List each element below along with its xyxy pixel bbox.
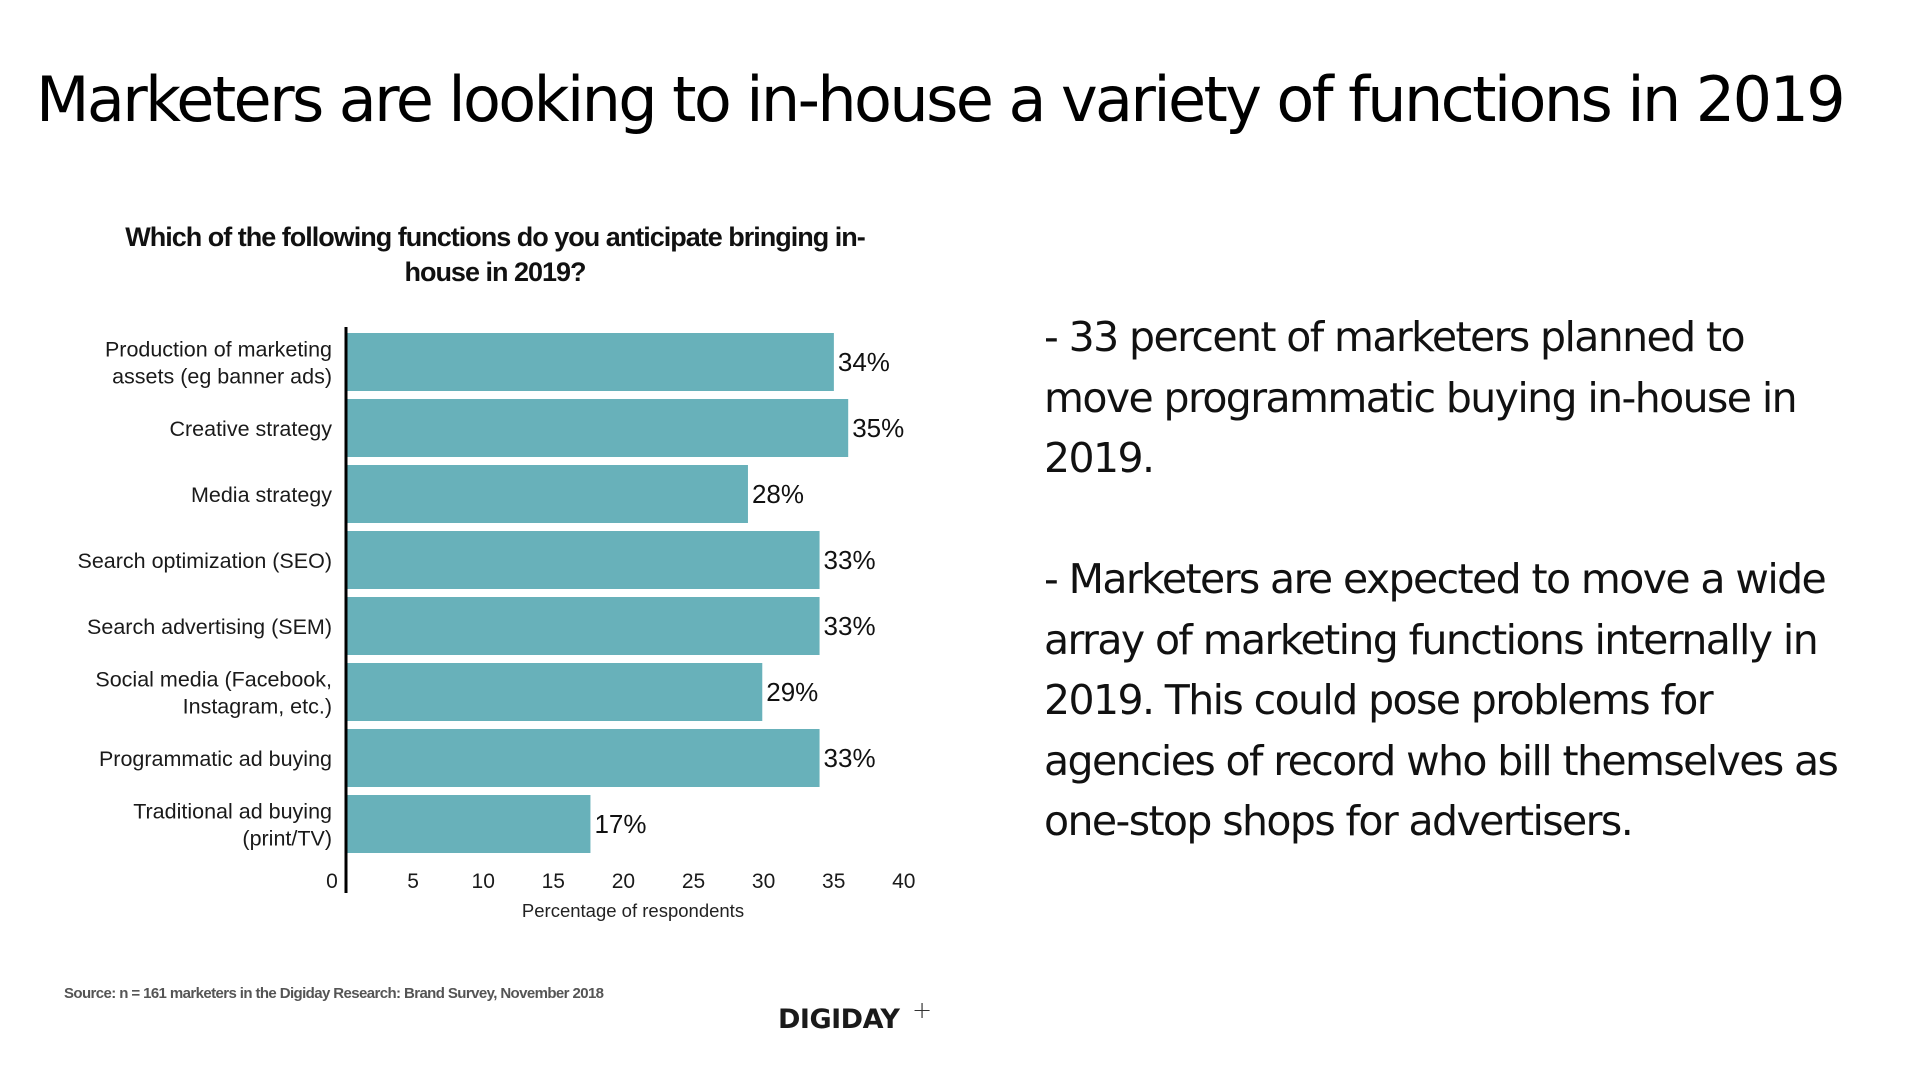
x-axis-title: Percentage of respondents: [522, 900, 744, 921]
chart-title-line-1: Which of the following functions do you …: [125, 222, 865, 252]
bar: [347, 465, 748, 523]
x-tick-label: 25: [682, 870, 705, 893]
bar: [347, 333, 834, 391]
x-tick-label: 30: [752, 870, 775, 893]
bar: [347, 663, 763, 721]
bars-group: [347, 333, 849, 853]
chart-title-line-2: house in 2019?: [404, 257, 586, 287]
category-label: Traditional ad buying: [133, 800, 332, 824]
value-label: 33%: [824, 611, 876, 641]
bar: [347, 597, 820, 655]
category-label: Programmatic ad buying: [99, 747, 332, 771]
bar: [347, 399, 849, 457]
category-label: Production of marketing: [105, 338, 332, 362]
x-tick-label: 15: [542, 870, 565, 893]
value-label: 28%: [752, 479, 804, 509]
value-label: 33%: [824, 743, 876, 773]
chart-title: Which of the following functions do you …: [70, 220, 920, 290]
bar: [347, 531, 820, 589]
page-title: Marketers are looking to in-house a vari…: [36, 63, 1846, 136]
x-tick-labels-group: 0 5 10 15 20 25 30 35 40: [326, 870, 915, 893]
category-label: Instagram, etc.): [183, 695, 332, 719]
digiday-logo: DIGIDAY: [778, 1004, 900, 1035]
x-tick-label: 20: [612, 870, 635, 893]
source-note: Source: n = 161 marketers in the Digiday…: [64, 985, 604, 1002]
x-tick-label: 10: [472, 870, 495, 893]
bullet-point: - Marketers are expected to move a wide …: [1044, 555, 1839, 845]
x-tick-label: 0: [326, 870, 338, 893]
x-tick-label: 40: [892, 870, 915, 893]
bullet-point: - 33 percent of marketers planned to mov…: [1044, 313, 1798, 482]
category-label: assets (eg banner ads): [112, 365, 332, 389]
category-label: Media strategy: [191, 483, 332, 507]
x-tick-label: 5: [407, 870, 419, 893]
x-tick-label: 35: [822, 870, 845, 893]
category-label: Search optimization (SEO): [77, 549, 332, 573]
value-label: 35%: [852, 413, 904, 443]
value-labels-group: 34% 35% 28% 33% 33% 29% 33% 17%: [594, 347, 904, 839]
category-label: Creative strategy: [169, 417, 332, 441]
category-label: (print/TV): [242, 827, 332, 851]
bar: [347, 729, 820, 787]
value-label: 34%: [838, 347, 890, 377]
value-label: 29%: [766, 677, 818, 707]
value-label: 33%: [824, 545, 876, 575]
category-label: Search advertising (SEM): [87, 615, 332, 639]
bar: [347, 795, 591, 853]
value-label: 17%: [594, 809, 646, 839]
category-label: Social media (Facebook,: [95, 668, 332, 692]
category-labels-group: Production of marketing assets (eg banner…: [77, 338, 332, 851]
logo-plus-icon: +: [912, 996, 933, 1024]
